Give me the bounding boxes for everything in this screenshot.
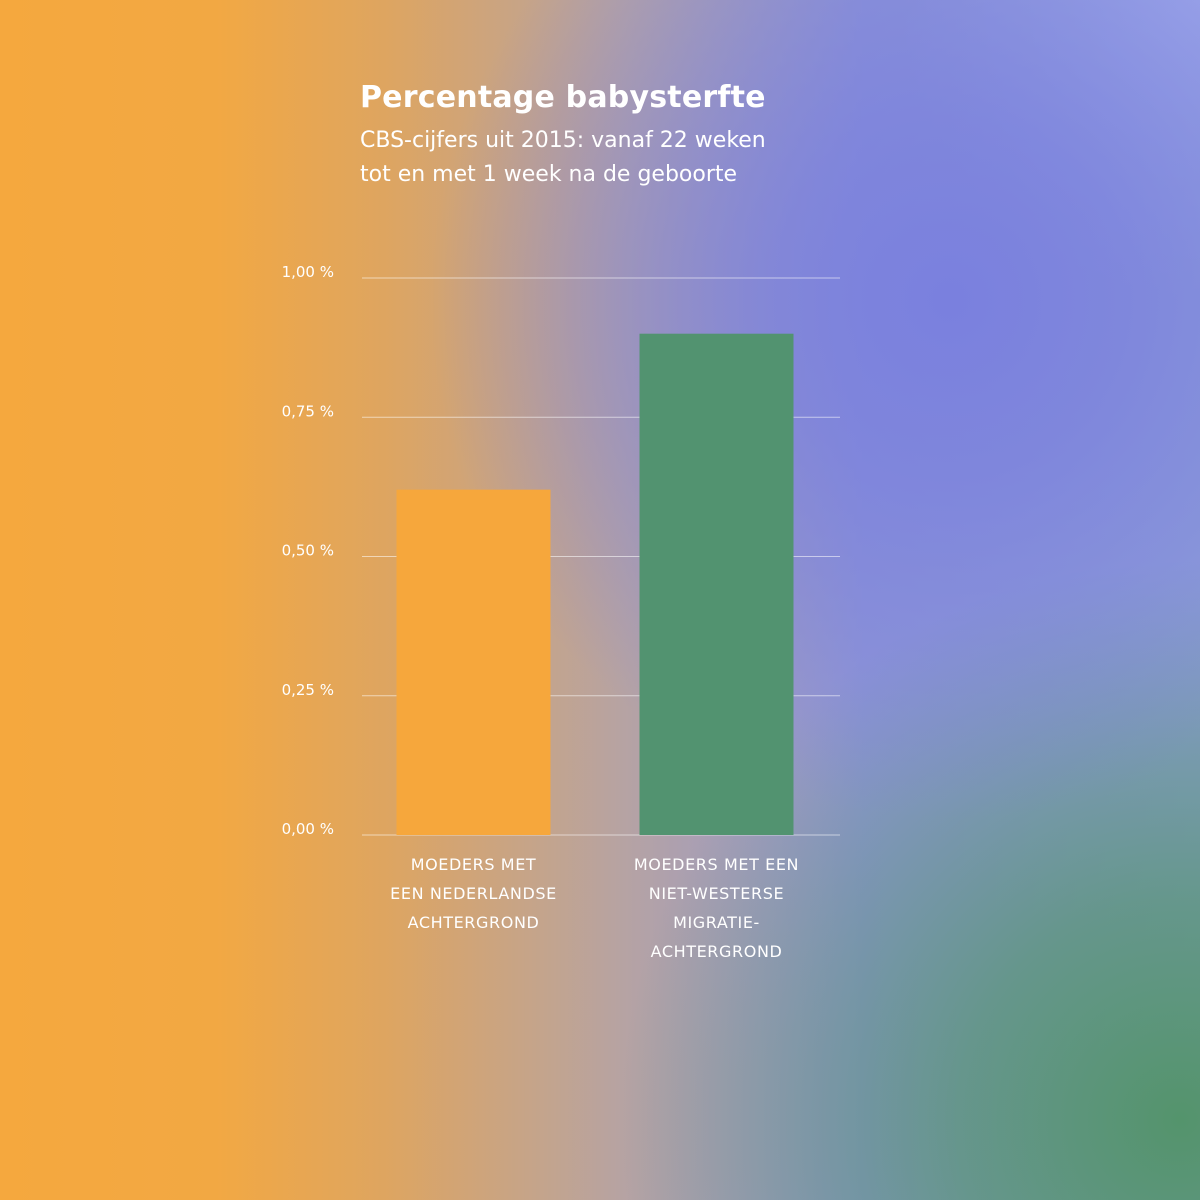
chart-title: Percentage babysterfte [360,80,766,115]
y-tick-label-2: 0,50 % [282,542,334,560]
subtitle-line-1: CBS-cijfers uit 2015: vanaf 22 weken [360,128,766,153]
x-category-label-1-line-1: NIET-WESTERSE [649,884,784,903]
bar-1 [639,333,794,835]
x-category-label-0-line-1: EEN NEDERLANDSE [390,884,557,903]
x-category-label-1-line-3: ACHTERGROND [651,942,783,961]
bar-0 [396,489,551,835]
y-tick-label-3: 0,75 % [282,402,334,420]
y-tick-label-1: 0,25 % [282,681,334,699]
x-category-label-0-line-0: MOEDERS MET [411,855,537,874]
x-category-label-1-line-2: MIGRATIE- [673,913,760,932]
subtitle-line-2: tot en met 1 week na de geboorte [360,162,738,187]
bars [396,333,794,835]
y-tick-label-0: 0,00 % [282,820,334,838]
x-axis: MOEDERS MET EEN NEDERLANDSE ACHTERGROND MOE… [390,855,799,961]
x-category-label-0-line-2: ACHTERGROND [408,913,540,932]
chart-subtitle: CBS-cijfers uit 2015: vanaf 22 weken tot… [360,124,820,192]
y-tick-label-4: 1,00 % [282,263,334,281]
y-axis: 0,00 % 0,25 % 0,50 % 0,75 % 1,00 % [282,263,334,838]
x-category-label-1-line-0: MOEDERS MET EEN [634,855,799,874]
